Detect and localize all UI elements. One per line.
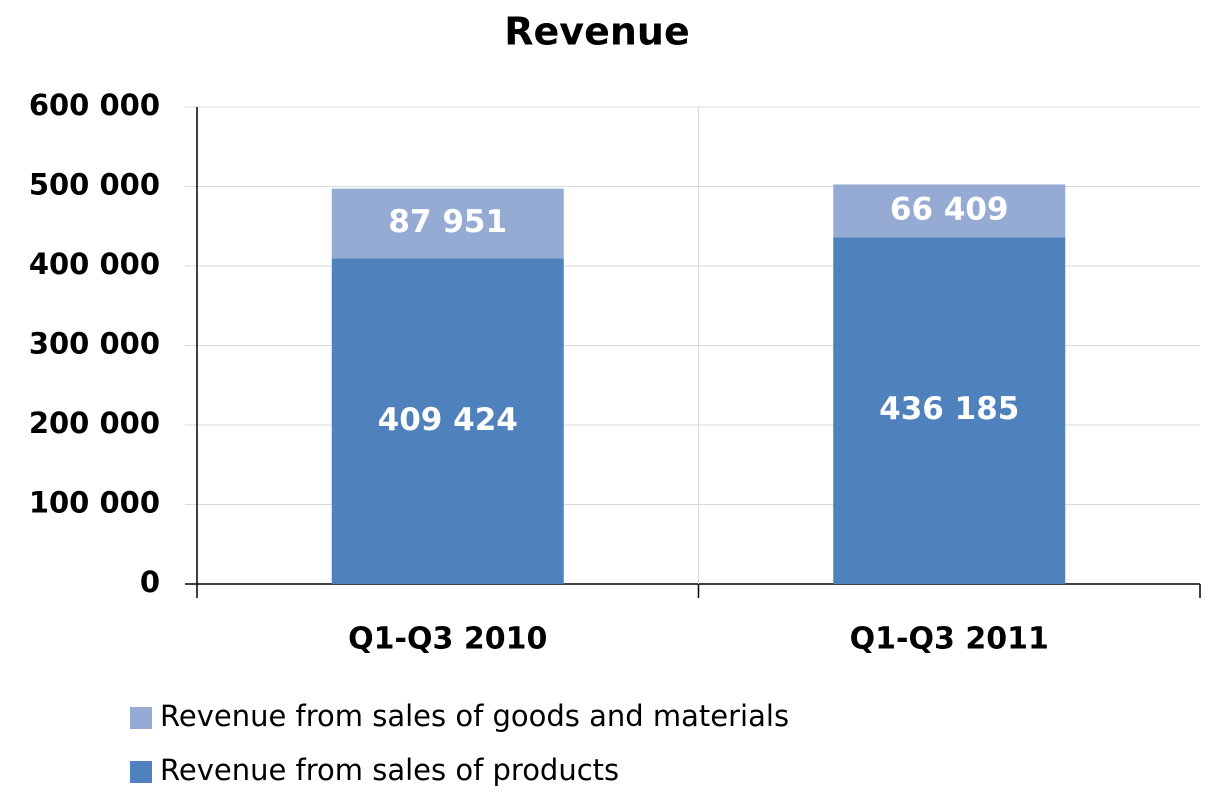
x-tick-label: Q1-Q3 2010 (348, 622, 547, 657)
y-tick-label: 0 (140, 565, 160, 599)
data-label: 87 951 (388, 204, 507, 240)
legend-swatch (130, 761, 152, 783)
y-tick-label: 400 000 (29, 247, 160, 281)
data-label: 436 185 (879, 391, 1019, 427)
bar-segment (833, 237, 1066, 585)
data-label: 66 409 (890, 191, 1009, 227)
bar-segment (331, 188, 564, 259)
legend-label: Revenue from sales of products (160, 753, 619, 787)
y-tick-label: 100 000 (29, 486, 160, 520)
y-tick-label: 500 000 (29, 168, 160, 202)
bar-segment (833, 184, 1066, 238)
legend-label: Revenue from sales of goods and material… (160, 699, 789, 733)
x-tick-label: Q1-Q3 2011 (850, 622, 1049, 657)
legend-swatch (130, 707, 152, 729)
y-tick-label: 600 000 (29, 88, 160, 122)
y-tick-label: 200 000 (29, 406, 160, 440)
chart-title: Revenue (504, 10, 689, 54)
data-label: 409 424 (378, 402, 518, 438)
bar-segment (331, 258, 564, 584)
y-tick-label: 300 000 (29, 327, 160, 361)
